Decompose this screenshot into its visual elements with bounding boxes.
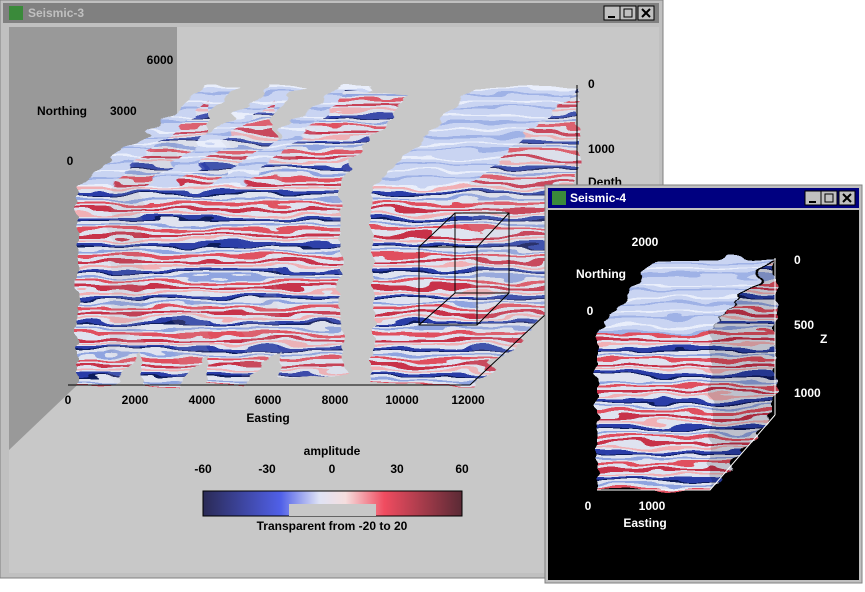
colorbar-note: Transparent from -20 to 20 — [257, 519, 408, 533]
easting-label: Easting — [623, 516, 666, 530]
colorbar-tick: 30 — [390, 462, 404, 476]
window-buttons[interactable] — [804, 190, 856, 206]
window-seismic-4[interactable]: Seismic-4 2000 Northing 0 0 500 Z 1000 0… — [544, 184, 863, 584]
seismic-cube — [597, 258, 775, 490]
colorbar-title: amplitude — [304, 444, 361, 458]
window-title: Seismic-4 — [570, 191, 626, 205]
depth-tick: 1000 — [588, 142, 615, 156]
colorbar-tick: -60 — [194, 462, 212, 476]
northing-label: Northing — [37, 104, 87, 118]
z-tick: 0 — [794, 253, 801, 267]
z-tick: 1000 — [794, 386, 821, 400]
colorbar-tick: -30 — [258, 462, 276, 476]
northing-tick: 0 — [587, 304, 594, 318]
app-icon — [9, 6, 23, 20]
z-label: Z — [820, 332, 827, 346]
northing-label: Northing — [576, 267, 626, 281]
easting-tick: 10000 — [385, 393, 419, 407]
easting-tick: 0 — [585, 499, 592, 513]
depth-tick: 0 — [588, 77, 595, 91]
easting-tick: 1000 — [639, 499, 666, 513]
easting-tick: 4000 — [189, 393, 216, 407]
z-tick: 500 — [794, 318, 814, 332]
northing-tick: 3000 — [110, 104, 137, 118]
app-icon — [552, 191, 566, 205]
title-bar — [3, 3, 659, 23]
window-buttons[interactable] — [603, 5, 655, 21]
easting-tick: 12000 — [451, 393, 485, 407]
easting-tick: 6000 — [255, 393, 282, 407]
seismic-volume — [77, 87, 577, 385]
title-bar — [548, 188, 859, 208]
colorbar-tick: 0 — [329, 462, 336, 476]
axes — [597, 258, 776, 491]
northing-tick: 0 — [67, 154, 74, 168]
northing-tick: 6000 — [147, 53, 174, 67]
window-title: Seismic-3 — [28, 6, 84, 20]
maximize-button[interactable] — [820, 190, 838, 206]
transparent-band — [289, 504, 376, 516]
colorbar-tick: 60 — [455, 462, 469, 476]
easting-label: Easting — [246, 411, 289, 425]
maximize-button[interactable] — [619, 5, 637, 21]
northing-tick: 2000 — [632, 235, 659, 249]
easting-tick: 8000 — [322, 393, 349, 407]
probe-box — [418, 212, 510, 326]
easting-tick: 0 — [65, 393, 72, 407]
easting-tick: 2000 — [122, 393, 149, 407]
